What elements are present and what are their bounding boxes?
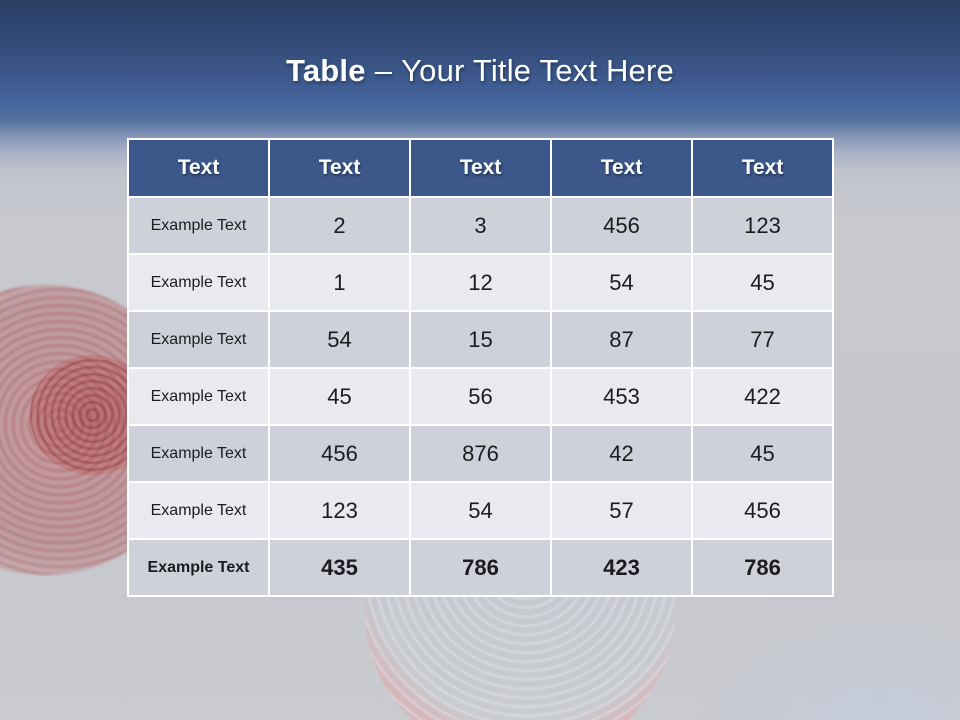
table-row: Example Text 54 15 87 77 xyxy=(127,310,834,369)
value-cell: 77 xyxy=(691,310,834,369)
row-label-cell: Example Text xyxy=(127,424,270,483)
row-label-cell: Example Text xyxy=(127,196,270,255)
value-cell: 1 xyxy=(268,253,411,312)
value-cell: 45 xyxy=(691,253,834,312)
slide-title-emphasis: Table xyxy=(286,53,366,88)
value-cell: 15 xyxy=(409,310,552,369)
row-label-cell: Example Text xyxy=(127,367,270,426)
value-cell: 456 xyxy=(550,196,693,255)
row-label-cell: Example Text xyxy=(127,538,270,597)
table-header-cell: Text xyxy=(550,138,693,198)
table-row: Example Text 456 876 42 45 xyxy=(127,424,834,483)
value-cell: 54 xyxy=(409,481,552,540)
slide-title: Table – Your Title Text Here xyxy=(0,53,960,89)
table-row: Example Text 2 3 456 123 xyxy=(127,196,834,255)
value-cell: 786 xyxy=(691,538,834,597)
value-cell: 123 xyxy=(268,481,411,540)
table-row: Example Text 45 56 453 422 xyxy=(127,367,834,426)
value-cell: 2 xyxy=(268,196,411,255)
value-cell: 45 xyxy=(268,367,411,426)
value-cell: 453 xyxy=(550,367,693,426)
value-cell: 3 xyxy=(409,196,552,255)
value-cell: 54 xyxy=(268,310,411,369)
table-header-cell: Text xyxy=(409,138,552,198)
table-total-row: Example Text 435 786 423 786 xyxy=(127,538,834,597)
value-cell: 456 xyxy=(691,481,834,540)
table-header-row: Text Text Text Text Text xyxy=(127,138,834,198)
table-header-cell: Text xyxy=(691,138,834,198)
slide-title-separator: – xyxy=(374,53,393,88)
value-cell: 123 xyxy=(691,196,834,255)
row-label-cell: Example Text xyxy=(127,253,270,312)
row-label-cell: Example Text xyxy=(127,481,270,540)
row-label-cell: Example Text xyxy=(127,310,270,369)
value-cell: 56 xyxy=(409,367,552,426)
table-row: Example Text 123 54 57 456 xyxy=(127,481,834,540)
value-cell: 423 xyxy=(550,538,693,597)
decor-blue-glow xyxy=(700,620,960,720)
table-header-cell: Text xyxy=(127,138,270,198)
table-row: Example Text 1 12 54 45 xyxy=(127,253,834,312)
value-cell: 876 xyxy=(409,424,552,483)
data-table: Text Text Text Text Text Example Text 2 … xyxy=(127,138,834,597)
value-cell: 435 xyxy=(268,538,411,597)
slide-title-text: Your Title Text Here xyxy=(401,53,674,88)
value-cell: 57 xyxy=(550,481,693,540)
value-cell: 456 xyxy=(268,424,411,483)
value-cell: 12 xyxy=(409,253,552,312)
value-cell: 786 xyxy=(409,538,552,597)
value-cell: 422 xyxy=(691,367,834,426)
table-header-cell: Text xyxy=(268,138,411,198)
value-cell: 54 xyxy=(550,253,693,312)
value-cell: 87 xyxy=(550,310,693,369)
value-cell: 45 xyxy=(691,424,834,483)
value-cell: 42 xyxy=(550,424,693,483)
